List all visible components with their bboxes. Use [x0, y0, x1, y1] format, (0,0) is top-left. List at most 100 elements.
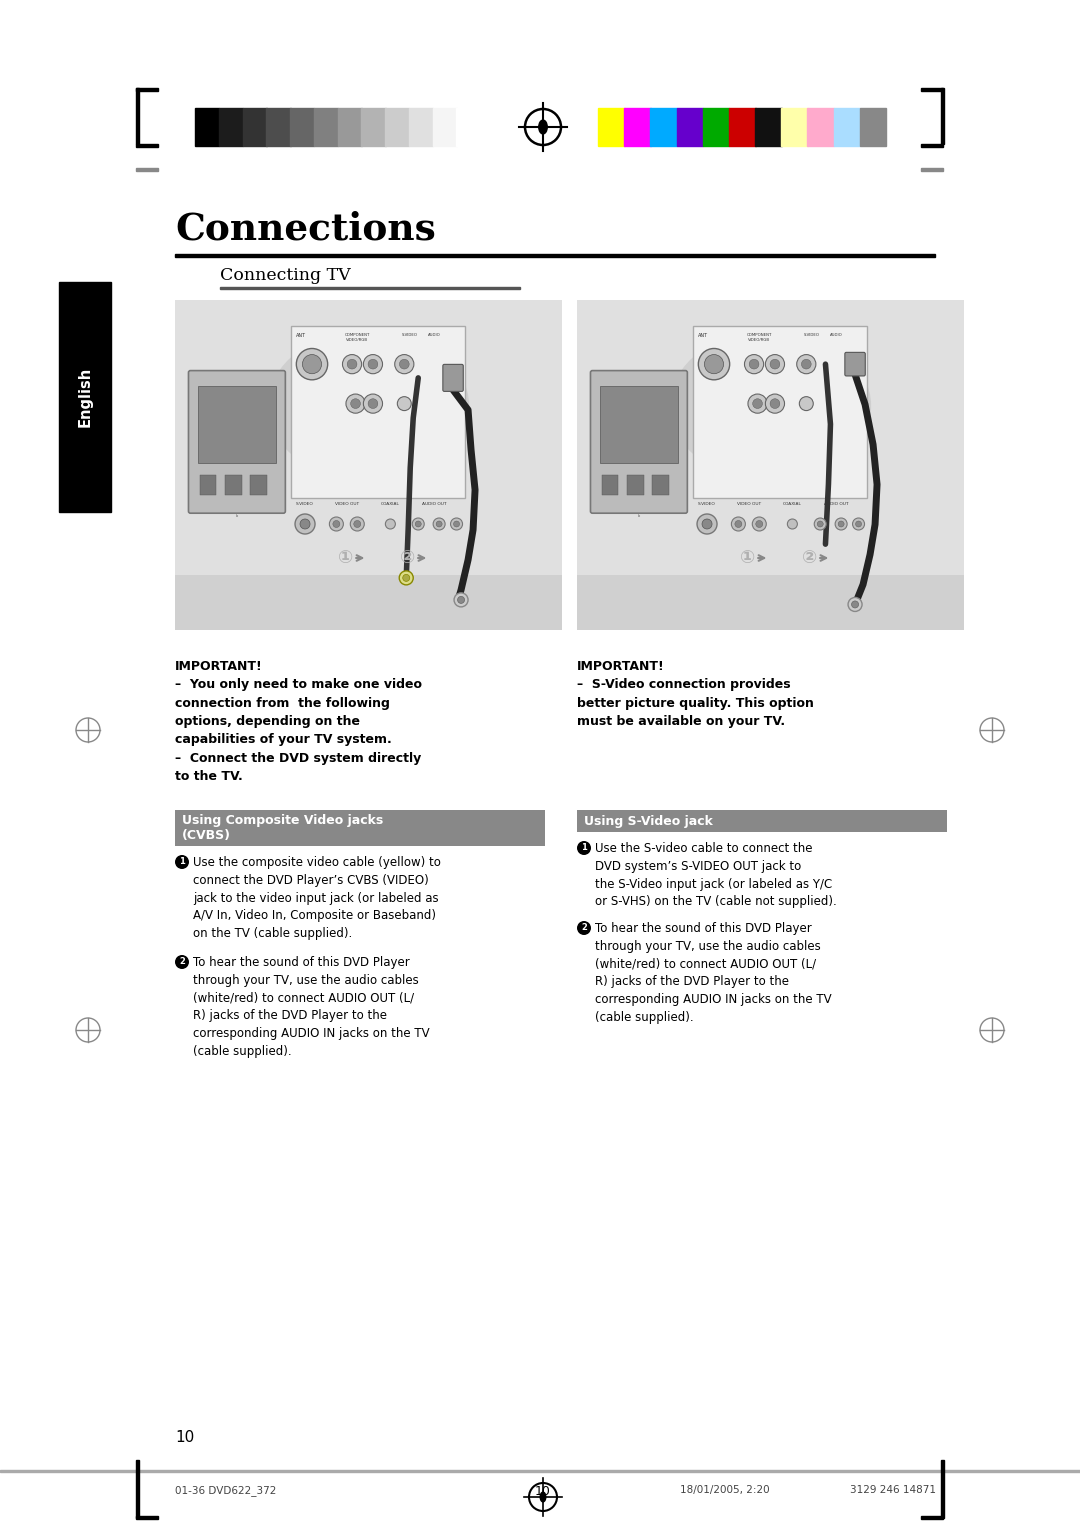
Circle shape: [300, 520, 310, 529]
Bar: [432, 108, 457, 147]
Text: To hear the sound of this DVD Player
through your TV, use the audio cables
(whit: To hear the sound of this DVD Player thr…: [595, 921, 832, 1024]
Circle shape: [394, 354, 414, 374]
Circle shape: [413, 518, 424, 530]
Circle shape: [450, 518, 462, 530]
Circle shape: [766, 354, 784, 374]
Text: ①: ①: [338, 549, 353, 567]
Bar: [200, 475, 216, 495]
Circle shape: [577, 840, 591, 856]
Bar: [136, 144, 158, 147]
Circle shape: [175, 955, 189, 969]
Circle shape: [295, 513, 315, 533]
Text: ②: ②: [400, 549, 415, 567]
Circle shape: [814, 518, 826, 530]
Circle shape: [801, 359, 811, 370]
Circle shape: [333, 521, 340, 527]
Circle shape: [296, 348, 327, 380]
Circle shape: [363, 394, 382, 413]
Text: 1: 1: [581, 843, 586, 853]
Bar: [219, 108, 243, 147]
Text: COAXIAL: COAXIAL: [783, 503, 801, 506]
Circle shape: [799, 397, 813, 411]
Circle shape: [454, 593, 468, 607]
Circle shape: [748, 394, 767, 413]
Text: b: b: [235, 515, 238, 518]
Bar: [755, 108, 782, 147]
Bar: [337, 108, 362, 147]
Circle shape: [756, 521, 762, 527]
Circle shape: [697, 513, 717, 533]
Bar: [136, 168, 158, 171]
Bar: [175, 810, 545, 847]
Circle shape: [848, 597, 862, 611]
Text: AUDIO OUT: AUDIO OUT: [824, 503, 848, 506]
Bar: [59, 283, 111, 512]
Circle shape: [699, 348, 730, 380]
Text: AUDIO: AUDIO: [829, 333, 842, 338]
Bar: [602, 475, 619, 495]
Bar: [249, 475, 267, 495]
Circle shape: [753, 516, 767, 532]
Bar: [577, 810, 947, 833]
Text: ①: ①: [740, 549, 755, 567]
Circle shape: [797, 354, 815, 374]
Bar: [225, 475, 242, 495]
Circle shape: [851, 601, 859, 608]
Text: ②: ②: [801, 549, 816, 567]
Circle shape: [329, 516, 343, 532]
Text: –  You only need to make one video
connection from  the following
options, depen: – You only need to make one video connec…: [175, 678, 422, 784]
Text: Using S-Video jack: Using S-Video jack: [584, 814, 713, 828]
Circle shape: [454, 521, 460, 527]
Text: S-VIDEO: S-VIDEO: [402, 333, 418, 338]
Circle shape: [175, 856, 189, 869]
Text: S-VIDEO: S-VIDEO: [698, 503, 716, 506]
Text: 2: 2: [581, 923, 586, 932]
Text: 3129 246 14871: 3129 246 14871: [850, 1485, 936, 1494]
Text: VIDEO OUT: VIDEO OUT: [335, 503, 359, 506]
Bar: [291, 108, 314, 147]
Circle shape: [415, 521, 421, 527]
Bar: [941, 1459, 944, 1517]
Text: COMPONENT
VIDEO/RGB: COMPONENT VIDEO/RGB: [746, 333, 772, 342]
Bar: [598, 108, 624, 147]
Circle shape: [386, 520, 395, 529]
Bar: [175, 299, 562, 630]
Bar: [243, 108, 267, 147]
Bar: [175, 575, 562, 630]
Text: ANT: ANT: [699, 333, 708, 338]
Circle shape: [750, 359, 759, 370]
Bar: [808, 108, 834, 147]
Bar: [652, 475, 669, 495]
FancyBboxPatch shape: [591, 371, 687, 513]
Circle shape: [363, 354, 382, 374]
Text: Connections: Connections: [175, 209, 435, 248]
Circle shape: [302, 354, 322, 374]
Circle shape: [400, 359, 409, 370]
Circle shape: [436, 521, 442, 527]
Circle shape: [818, 521, 823, 527]
Bar: [267, 108, 291, 147]
Circle shape: [852, 518, 865, 530]
Bar: [624, 108, 651, 147]
Circle shape: [855, 521, 862, 527]
Bar: [175, 254, 935, 257]
Circle shape: [433, 518, 445, 530]
Bar: [292, 327, 465, 498]
Circle shape: [350, 516, 364, 532]
Bar: [921, 89, 943, 92]
Bar: [136, 1516, 158, 1519]
Circle shape: [753, 399, 762, 408]
Circle shape: [403, 575, 409, 581]
Circle shape: [346, 394, 365, 413]
Bar: [408, 108, 433, 147]
Circle shape: [787, 520, 797, 529]
Text: Use the S-video cable to connect the
DVD system’s S-VIDEO OUT jack to
the S-Vide: Use the S-video cable to connect the DVD…: [595, 842, 837, 909]
FancyBboxPatch shape: [443, 364, 463, 391]
Circle shape: [347, 359, 356, 370]
Circle shape: [702, 520, 712, 529]
Circle shape: [458, 596, 464, 604]
Circle shape: [368, 399, 378, 408]
Text: English: English: [78, 367, 93, 428]
Circle shape: [744, 354, 764, 374]
Bar: [650, 108, 677, 147]
